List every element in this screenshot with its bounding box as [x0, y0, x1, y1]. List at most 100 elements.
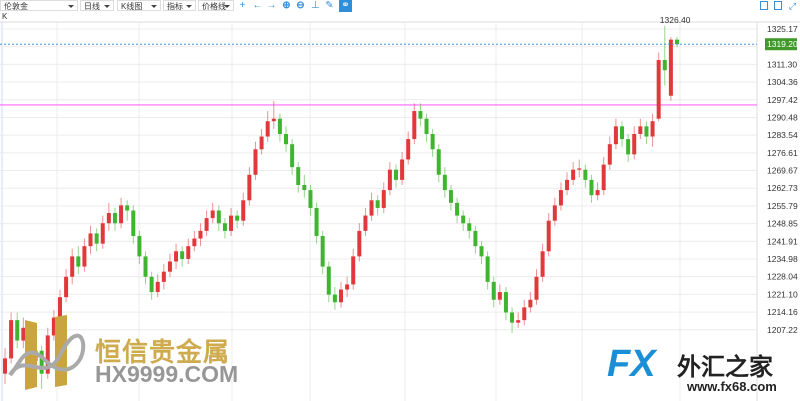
- y-tick-label: 1207.22: [767, 325, 798, 335]
- symbol-label: 伦敦金: [4, 2, 28, 11]
- watermark-left-text: 恒信贵金属: [95, 337, 231, 367]
- candle-up: [88, 233, 93, 247]
- candle-down: [308, 190, 313, 208]
- candle-down: [644, 126, 649, 137]
- candle-up: [210, 210, 215, 219]
- candle-down: [143, 256, 148, 277]
- candle-down: [76, 256, 81, 267]
- candle-down: [332, 294, 337, 303]
- zoom-in-icon[interactable]: ⊕: [282, 0, 291, 11]
- candle-down: [277, 118, 282, 134]
- arrow-right-icon[interactable]: →: [266, 0, 277, 11]
- candle-up: [259, 136, 264, 150]
- candle-up: [155, 281, 160, 293]
- y-tick-label: 1311.30: [767, 59, 797, 69]
- y-tick-label: 1297.42: [767, 95, 798, 105]
- candle-up: [229, 215, 234, 231]
- candle-up: [565, 179, 570, 191]
- candle-down: [15, 320, 20, 341]
- candle-up: [552, 205, 557, 221]
- candle-down: [137, 235, 142, 257]
- candle-up: [607, 144, 612, 165]
- candle-up: [357, 230, 362, 257]
- y-tick-label: 1283.54: [767, 130, 798, 140]
- expand-icon[interactable]: ⤢: [788, 1, 797, 11]
- candle-up: [247, 174, 252, 201]
- window-left-icon[interactable]: [760, 1, 768, 10]
- candle-down: [131, 210, 136, 236]
- candle-up: [412, 111, 417, 140]
- candle-down: [290, 144, 295, 168]
- candle-up: [82, 246, 87, 267]
- candle-up: [64, 276, 69, 298]
- candle-up: [174, 251, 179, 262]
- current-price-badge: [765, 38, 797, 51]
- candle-up: [51, 317, 56, 336]
- candle-down: [583, 169, 588, 180]
- y-tick-label: 1304.36: [767, 77, 798, 87]
- chevron-down-icon: [104, 5, 110, 8]
- chevron-down-icon: [186, 5, 192, 8]
- candle-up: [57, 297, 62, 318]
- candle-down: [393, 169, 398, 180]
- indicator-dropdown[interactable]: 指标: [163, 0, 196, 11]
- candle-up: [186, 246, 191, 259]
- candle-down: [491, 281, 496, 300]
- pencil-icon[interactable]: ✎: [325, 0, 334, 11]
- symbol-dropdown[interactable]: 伦敦金: [0, 0, 78, 11]
- candle-up: [381, 190, 386, 208]
- price-line-dropdown[interactable]: 价格线: [198, 0, 234, 11]
- candle-up: [656, 60, 661, 119]
- y-tick-label: 1255.79: [767, 201, 798, 211]
- candle-down: [180, 251, 185, 259]
- candle-down: [467, 223, 472, 231]
- candle-up: [387, 169, 392, 191]
- candle-down: [418, 111, 423, 119]
- candle-down: [314, 207, 319, 236]
- price-line-label: 价格线: [202, 2, 226, 11]
- y-tick-label: 1228.04: [767, 272, 798, 282]
- crosshair-icon[interactable]: +: [239, 0, 246, 11]
- period-label: 日线: [84, 2, 100, 11]
- candle-up: [595, 190, 600, 196]
- arrow-left-icon[interactable]: ←: [252, 0, 263, 11]
- candle-down: [284, 133, 289, 145]
- chart-type-dropdown[interactable]: K线图: [117, 0, 161, 11]
- candle-up: [400, 159, 405, 180]
- candle-up: [198, 230, 203, 239]
- window-right-icon[interactable]: [774, 1, 782, 10]
- candle-down: [461, 215, 466, 224]
- watermark-right-url: www.fx68.com: [687, 379, 777, 394]
- watermark-right: FX 外汇之家 www.fx68.com: [605, 343, 800, 401]
- panel-label: K: [2, 12, 8, 21]
- candle-down: [320, 235, 325, 267]
- candle-up: [192, 238, 197, 247]
- candle-up: [571, 169, 576, 180]
- axis-icon[interactable]: ⊥: [311, 0, 320, 11]
- chevron-down-icon: [68, 5, 74, 8]
- candle-down: [94, 233, 99, 244]
- candle-down: [479, 246, 484, 257]
- candle-up: [613, 126, 618, 145]
- y-tick-label: 1269.67: [767, 166, 798, 176]
- y-tick-label: 1276.61: [767, 148, 798, 158]
- high-label: 1326.40: [660, 15, 691, 25]
- chevron-down-icon: [224, 5, 230, 8]
- candle-down: [620, 126, 625, 140]
- candle-down: [302, 184, 307, 191]
- candle-down: [448, 190, 453, 203]
- candle-up: [265, 121, 270, 137]
- indicator-label: 指标: [167, 2, 183, 11]
- zoom-out-icon[interactable]: ⊖: [296, 0, 305, 11]
- candle-down: [675, 39, 679, 45]
- candle-down: [430, 133, 435, 150]
- link-icon[interactable]: ⚭: [339, 0, 352, 12]
- watermark-left: 恒信贵金属 HX9999.COM: [5, 305, 265, 395]
- period-dropdown[interactable]: 日线: [80, 0, 114, 11]
- y-tick-label: 1214.16: [767, 307, 798, 317]
- hx-logo: [8, 315, 86, 390]
- candle-up: [70, 256, 75, 277]
- candle-up: [497, 292, 502, 300]
- candle-up: [638, 126, 643, 134]
